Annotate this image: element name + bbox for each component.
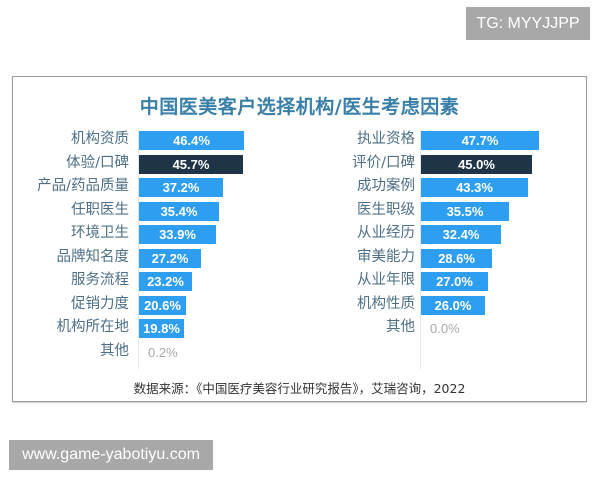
bar bbox=[139, 272, 192, 291]
bar bbox=[421, 131, 539, 150]
value-label: 0.2% bbox=[148, 344, 178, 360]
bar bbox=[139, 295, 186, 315]
category-label: 评价/口碑 bbox=[352, 154, 415, 171]
data-source-note: 数据来源：《中国医疗美容行业研究报告》，艾瑞咨询，2022 bbox=[133, 381, 466, 396]
bar bbox=[421, 201, 509, 221]
bar-row: 机构资质 46.4% bbox=[13, 129, 303, 150]
bar-row: 其他 0.0% bbox=[303, 317, 588, 338]
bar bbox=[139, 248, 201, 268]
watermark-bottom: www.game-yabotiyu.com bbox=[9, 440, 213, 470]
category-label: 体验/口碑 bbox=[66, 154, 129, 171]
right-axis-line bbox=[420, 129, 421, 369]
bar-row: 产品/药品质量 37.2% bbox=[13, 176, 303, 197]
value-label: 45.7% bbox=[172, 156, 210, 172]
category-label: 医生职级 bbox=[357, 201, 415, 218]
chart-frame: 中国医美客户选择机构/医生考虑因素 机构资质 46.4% 体验/口碑 45.7% 产品/… bbox=[12, 76, 587, 402]
value-label: 45.0% bbox=[458, 156, 495, 172]
category-label: 成功案例 bbox=[357, 178, 415, 194]
doctor-factors-panel: 执业资格 47.7% 评价/口碑 45.0% 成功案例 43.3% 医生职级 35.5% 从业经… bbox=[303, 129, 588, 369]
bar bbox=[139, 131, 244, 150]
bar-row: 医生职级 35.5% bbox=[303, 200, 588, 221]
value-label: 26.0% bbox=[434, 297, 472, 313]
value-label: 0.0% bbox=[430, 321, 460, 336]
category-label: 促销力度 bbox=[71, 295, 129, 312]
bar-row: 从业年限 27.0% bbox=[303, 270, 588, 291]
institution-factors-panel: 机构资质 46.4% 体验/口碑 45.7% 产品/药品质量 37.2% 任职医生 35.4%… bbox=[13, 129, 303, 369]
watermark-top: TG: MYYJJPP bbox=[466, 7, 590, 40]
category-label: 产品/药品质量 bbox=[37, 178, 129, 194]
bar bbox=[421, 272, 488, 291]
value-label: 20.6% bbox=[144, 297, 181, 313]
value-label: 27.0% bbox=[436, 274, 473, 289]
category-label: 机构所在地 bbox=[56, 319, 130, 335]
bar-row: 机构所在地 19.8% bbox=[13, 317, 303, 338]
value-label: 43.3% bbox=[456, 180, 493, 195]
value-label: 35.5% bbox=[446, 203, 484, 219]
bar-row: 体验/口碑 45.7% bbox=[13, 153, 303, 174]
category-label: 任职医生 bbox=[71, 201, 129, 218]
bar bbox=[421, 178, 528, 197]
bar-row: 服务流程 23.2% bbox=[13, 270, 303, 291]
bar bbox=[139, 201, 219, 221]
value-label: 37.2% bbox=[162, 180, 200, 195]
bar bbox=[421, 248, 492, 268]
chart-title: 中国医美客户选择机构/医生考虑因素 bbox=[139, 96, 460, 118]
bar bbox=[139, 319, 184, 338]
highlighted-bar bbox=[139, 154, 243, 174]
category-label: 服务流程 bbox=[71, 272, 129, 288]
value-label: 19.8% bbox=[143, 321, 180, 336]
bar-row: 促销力度 20.6% bbox=[13, 294, 303, 315]
category-label: 执业资格 bbox=[357, 131, 415, 147]
bar-row: 执业资格 47.7% bbox=[303, 129, 588, 150]
bar-row: 任职医生 35.4% bbox=[13, 200, 303, 221]
category-label: 从业年限 bbox=[357, 272, 415, 288]
value-label: 47.7% bbox=[461, 133, 499, 148]
category-label: 其他 bbox=[386, 319, 415, 335]
bar bbox=[139, 178, 223, 197]
bar bbox=[421, 225, 501, 244]
value-label: 46.4% bbox=[173, 133, 210, 148]
bar-row: 机构性质 26.0% bbox=[303, 294, 588, 315]
bar-row: 从业经历 32.4% bbox=[303, 223, 588, 244]
category-label: 审美能力 bbox=[357, 248, 415, 265]
bar-row: 品牌知名度 27.2% bbox=[13, 247, 303, 268]
bar bbox=[139, 225, 216, 244]
value-label: 33.9% bbox=[159, 227, 196, 242]
bar bbox=[421, 295, 485, 315]
bar-row: 环境卫生 33.9% bbox=[13, 223, 303, 244]
category-label: 机构性质 bbox=[357, 295, 415, 312]
category-label: 品牌知名度 bbox=[56, 248, 130, 265]
category-label: 从业经历 bbox=[357, 225, 415, 241]
bar-row: 评价/口碑 45.0% bbox=[303, 153, 588, 174]
category-label: 机构资质 bbox=[71, 131, 129, 147]
bar-row: 其他 0.2% bbox=[13, 341, 303, 362]
value-label: 28.6% bbox=[438, 250, 475, 266]
value-label: 32.4% bbox=[442, 227, 480, 242]
category-label: 其他 bbox=[100, 342, 129, 359]
left-axis-line bbox=[138, 129, 139, 369]
value-label: 23.2% bbox=[147, 274, 184, 289]
highlighted-bar bbox=[421, 154, 532, 174]
bar-row: 审美能力 28.6% bbox=[303, 247, 588, 268]
value-label: 35.4% bbox=[160, 203, 198, 219]
bar-row: 成功案例 43.3% bbox=[303, 176, 588, 197]
value-label: 27.2% bbox=[151, 250, 189, 266]
category-label: 环境卫生 bbox=[71, 225, 129, 241]
